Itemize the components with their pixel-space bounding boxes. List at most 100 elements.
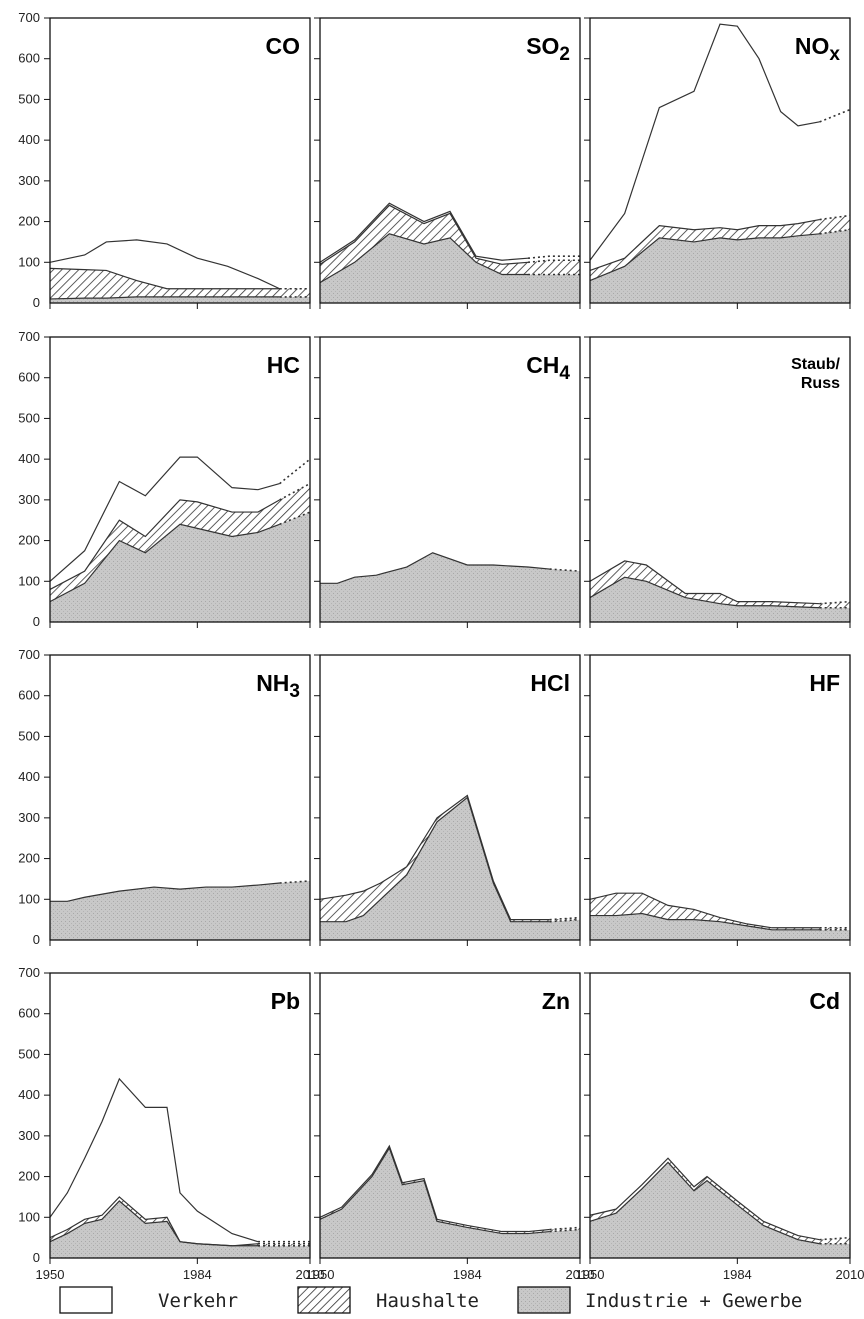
y-tick-label: 600 — [18, 1006, 40, 1021]
projection-haushalte — [549, 1226, 581, 1231]
projection-haushalte — [527, 259, 580, 264]
x-tick-label: 1950 — [306, 1267, 335, 1282]
y-tick-label: 100 — [18, 1209, 40, 1224]
projection-haushalte — [819, 600, 851, 605]
panel-title: CO — [266, 33, 301, 59]
projection-haushalte — [819, 1236, 851, 1241]
panel-title: Cd — [809, 988, 840, 1014]
line-industrie — [320, 552, 550, 584]
projection-verkehr — [527, 255, 580, 260]
panel-title: Russ — [801, 375, 840, 392]
panel-title: Staub/ — [791, 356, 840, 373]
y-tick-label: 500 — [18, 1046, 40, 1061]
area-verkehr — [320, 203, 580, 265]
y-tick-label: 700 — [18, 10, 40, 25]
y-tick-label: 100 — [18, 891, 40, 906]
line-industrie — [589, 1161, 820, 1245]
line-haushalte — [589, 560, 820, 605]
x-tick-label: 1950 — [576, 1267, 605, 1282]
line-verkehr — [49, 456, 280, 582]
x-tick-label: 2010 — [296, 1267, 325, 1282]
panel-ch4: CH4 — [314, 336, 581, 628]
line-industrie — [50, 882, 280, 902]
y-tick-label: 600 — [18, 688, 40, 703]
y-tick-label: 700 — [18, 329, 40, 344]
legend-label-haushalte: Haushalte — [376, 1290, 479, 1312]
legend-label-verkehr: Verkehr — [158, 1290, 238, 1312]
line-industrie — [49, 523, 280, 603]
panel-title: HF — [809, 670, 840, 696]
line-haushalte — [319, 794, 550, 921]
line-verkehr — [49, 1077, 259, 1243]
line-verkehr — [589, 23, 820, 261]
plot-frame — [319, 336, 581, 623]
projection-industrie — [279, 880, 311, 884]
legend-label-industrie: Industrie + Gewerbe — [585, 1290, 802, 1312]
area-haushalte — [590, 893, 850, 930]
area-verkehr — [590, 24, 850, 271]
legend-swatch-industrie — [517, 1286, 571, 1314]
x-tick-label: 1950 — [36, 1267, 65, 1282]
line-verkehr — [49, 239, 280, 290]
y-tick-label: 200 — [18, 851, 40, 866]
y-tick-label: 0 — [33, 932, 40, 947]
projection-industrie — [549, 568, 581, 572]
area-industrie — [50, 512, 310, 622]
plot-frame — [49, 972, 311, 1259]
line-industrie — [319, 1146, 550, 1235]
line-haushalte — [589, 1157, 820, 1241]
area-industrie — [590, 577, 850, 622]
area-verkehr — [50, 1078, 310, 1246]
plot-frame — [589, 972, 851, 1259]
panel-so2: SO2 — [314, 17, 581, 309]
projection-industrie — [549, 918, 581, 923]
y-tick-label: 100 — [18, 254, 40, 269]
y-tick-label: 0 — [33, 1250, 40, 1265]
projection-haushalte — [279, 482, 311, 501]
area-industrie — [320, 1148, 580, 1258]
panel-title: NH3 — [256, 670, 300, 702]
area-industrie — [50, 880, 310, 940]
area-haushalte — [320, 205, 580, 283]
line-haushalte — [49, 499, 280, 590]
y-tick-label: 500 — [18, 410, 40, 425]
area-haushalte — [50, 483, 310, 602]
x-tick-label: 2010 — [566, 1267, 595, 1282]
panel-title: SO2 — [526, 33, 570, 65]
projection-industrie — [279, 511, 311, 526]
plot-frame — [589, 654, 851, 941]
line-haushalte — [49, 1196, 259, 1247]
chart-panels: 100 200 300 400 500 600 700 0 CO SO2 NOx 100 200 300 4… — [18, 10, 864, 1282]
y-tick-label: 300 — [18, 1128, 40, 1143]
area-industrie — [590, 229, 850, 303]
y-tick-label: 0 — [33, 295, 40, 310]
line-haushalte — [319, 1144, 550, 1233]
panel-nox: NOx — [584, 17, 851, 309]
y-tick-label: 400 — [18, 769, 40, 784]
projection-verkehr — [279, 458, 311, 485]
x-tick-label: 1984 — [183, 1267, 212, 1282]
plot-frame — [319, 654, 581, 941]
plot-frame — [589, 336, 851, 623]
x-tick-label: 1984 — [723, 1267, 752, 1282]
y-tick-label: 700 — [18, 965, 40, 980]
y-tick-label: 0 — [33, 614, 40, 629]
area-haushalte — [590, 215, 850, 281]
line-industrie — [319, 233, 528, 284]
y-tick-label: 600 — [18, 370, 40, 385]
line-industrie — [49, 296, 280, 300]
panel-pb: 100 200 300 400 500 600 700 0 1950 1984 2010 Pb — [18, 965, 324, 1282]
panel-nh3: 100 200 300 400 500 600 700 0 NH3 — [18, 647, 311, 947]
line-haushalte — [49, 267, 280, 290]
projection-industrie — [549, 1228, 581, 1233]
panel-zn: 1950 1984 2010 Zn — [306, 972, 595, 1282]
line-industrie — [320, 796, 550, 923]
projection-haushalte — [549, 916, 581, 921]
panel-title: NOx — [795, 33, 841, 65]
y-tick-label: 300 — [18, 810, 40, 825]
area-industrie — [50, 1201, 310, 1258]
panel-cd: 1950 1984 2010 Cd — [576, 972, 864, 1282]
y-tick-label: 500 — [18, 728, 40, 743]
y-tick-label: 600 — [18, 51, 40, 66]
area-industrie — [320, 797, 580, 940]
